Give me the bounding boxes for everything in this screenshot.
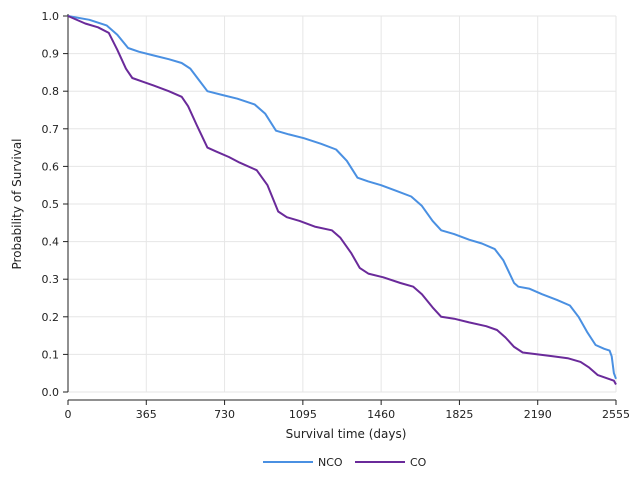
x-axis-title: Survival time (days) xyxy=(286,427,407,441)
y-tick-label: 0.2 xyxy=(42,311,60,324)
y-tick-label: 0.1 xyxy=(42,348,60,361)
grid-layer xyxy=(67,15,617,393)
x-tick-label: 1460 xyxy=(367,408,395,421)
y-tick-label: 0.3 xyxy=(42,273,60,286)
x-tick-label: 730 xyxy=(214,408,235,421)
legend: NCO CO xyxy=(263,456,427,469)
y-tick-label: 0.8 xyxy=(42,85,60,98)
y-tick-label: 0.6 xyxy=(42,160,60,173)
x-tick-label: 365 xyxy=(136,408,157,421)
x-tick-label: 2555 xyxy=(602,408,630,421)
legend-item-co: CO xyxy=(355,456,427,469)
y-tick-label: 0.4 xyxy=(42,236,60,249)
y-tick-label: 1.0 xyxy=(42,10,60,23)
y-tick-label: 0.5 xyxy=(42,198,60,211)
x-tick-label: 1095 xyxy=(289,408,317,421)
x-tick-label: 0 xyxy=(65,408,72,421)
axes-layer: 0.0 0.1 0.2 0.3 0.4 0.5 0.6 0.7 0.8 0.9 1.0 0 365 730… xyxy=(42,10,631,421)
series-layer xyxy=(67,15,617,385)
y-tick-label: 0.7 xyxy=(42,123,60,136)
legend-label: NCO xyxy=(318,456,343,469)
y-tick-label: 0.0 xyxy=(42,386,60,399)
y-axis-title: Probability of Survival xyxy=(10,138,24,269)
x-tick-label: 2190 xyxy=(524,408,552,421)
legend-label: CO xyxy=(410,456,427,469)
series-line-co xyxy=(67,15,617,385)
y-tick-label: 0.9 xyxy=(42,48,60,61)
x-tick-label: 1825 xyxy=(445,408,473,421)
series-line-nco xyxy=(67,15,617,380)
legend-item-nco: NCO xyxy=(263,456,343,469)
